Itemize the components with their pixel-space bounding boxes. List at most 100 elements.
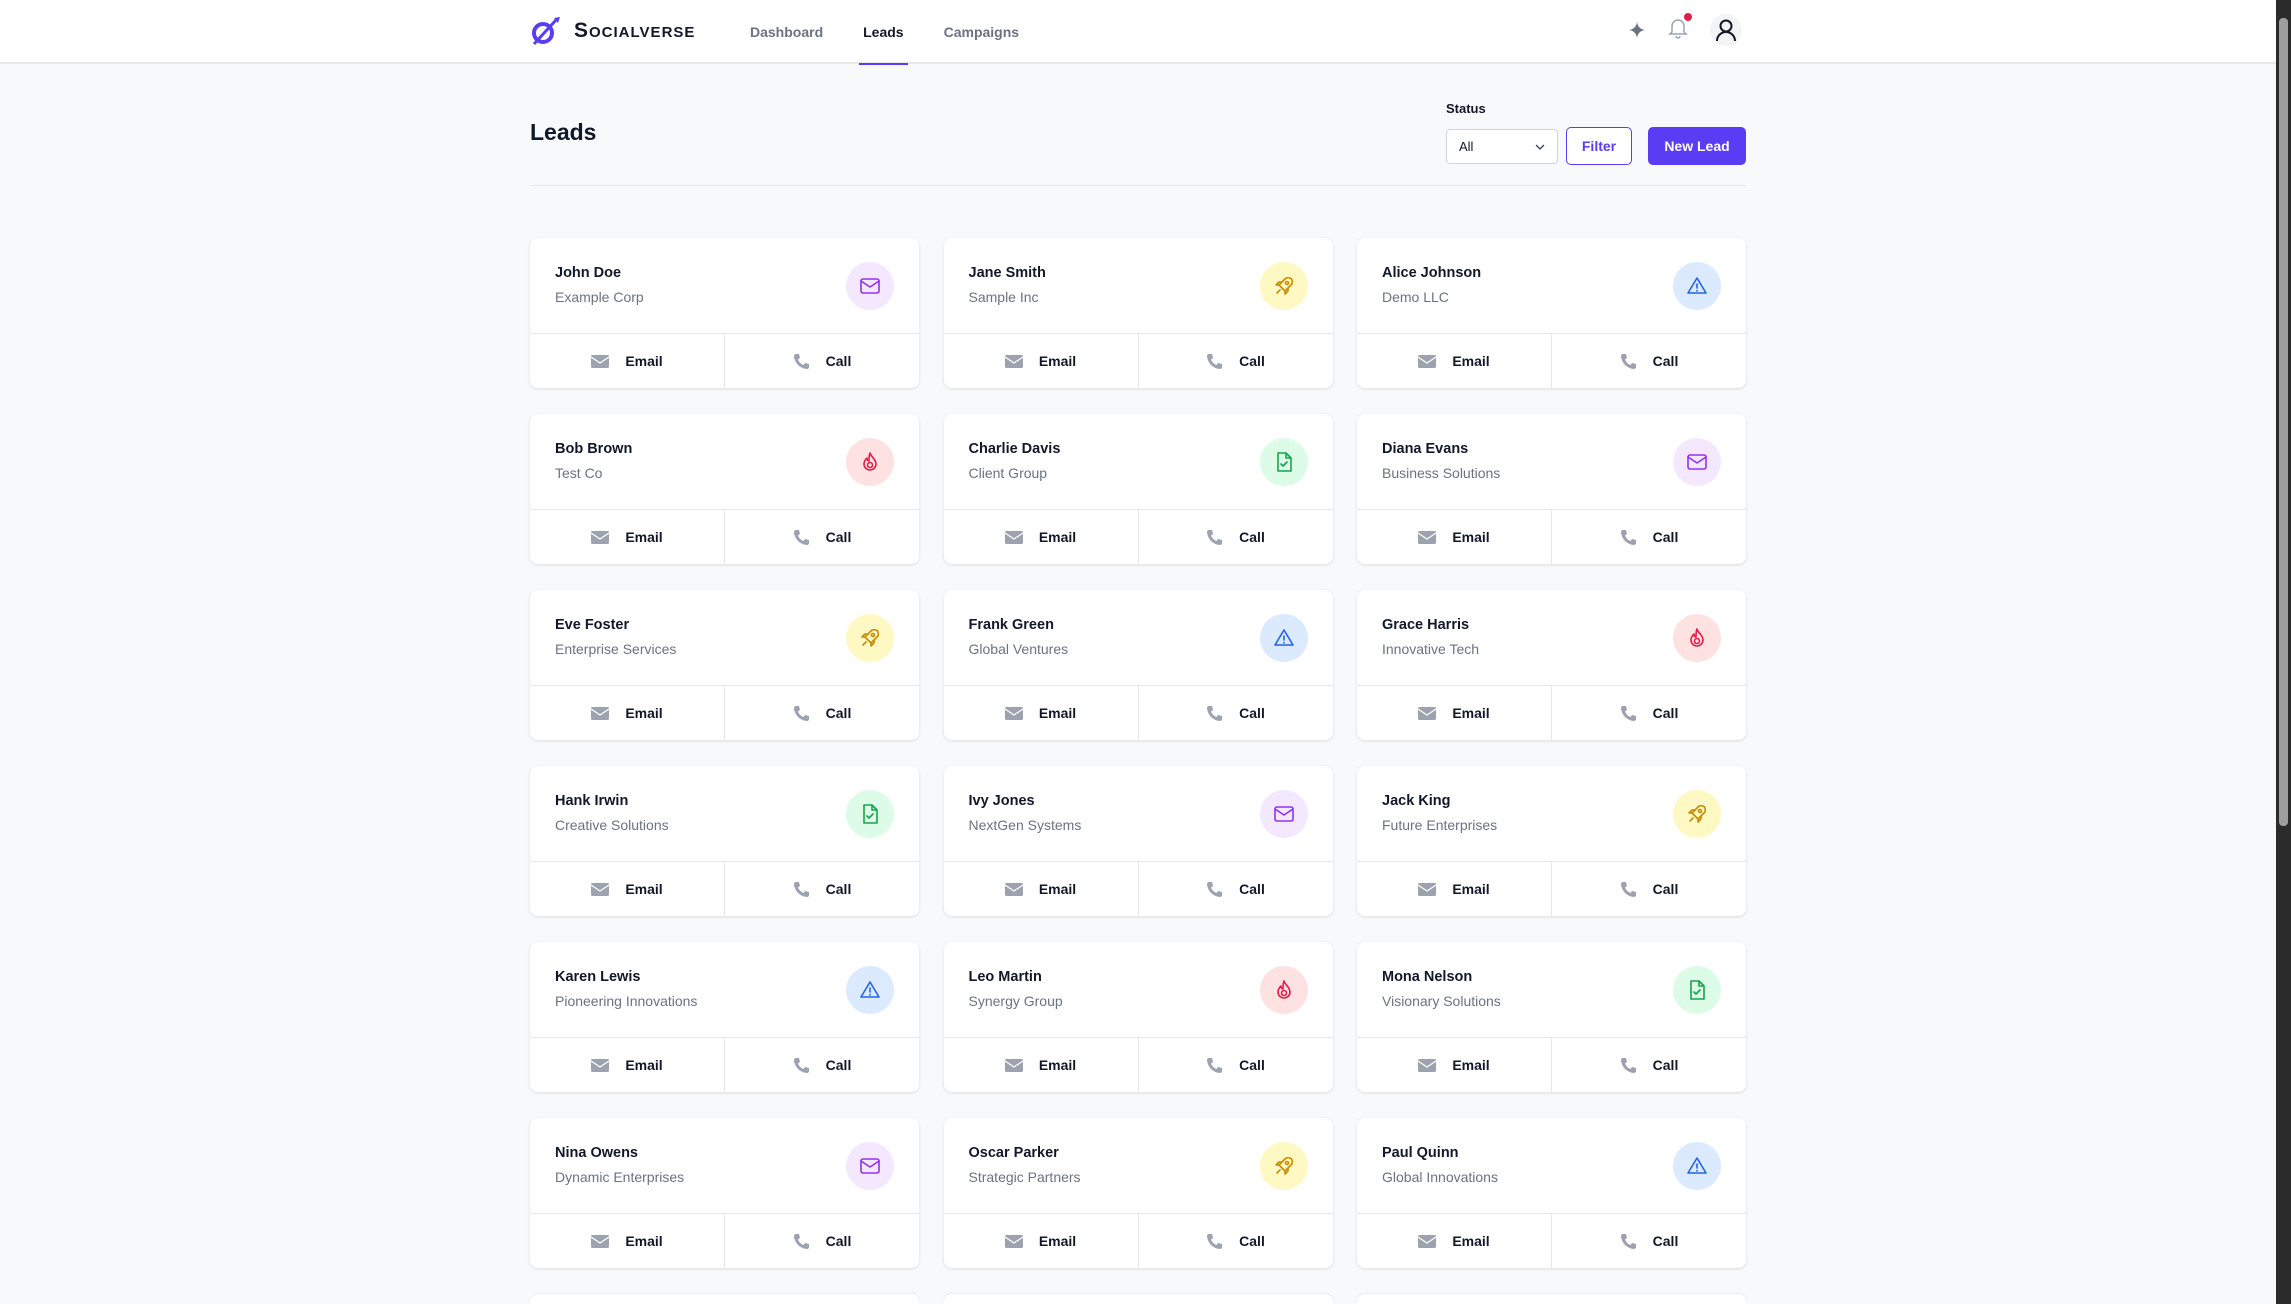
lead-card-partial[interactable] (530, 1294, 919, 1304)
lead-card[interactable]: Alice Johnson Demo LLC Email Call (1357, 238, 1746, 388)
call-button[interactable]: Call (724, 862, 919, 916)
lead-company: Sample Inc (968, 289, 1039, 305)
lead-name: Paul Quinn (1382, 1145, 1459, 1161)
email-button[interactable]: Email (943, 1038, 1138, 1092)
lead-card[interactable]: Karen Lewis Pioneering Innovations Email… (530, 942, 919, 1092)
phone-icon (1620, 705, 1636, 721)
nav-campaigns[interactable]: Campaigns (943, 24, 1020, 40)
lead-company: Strategic Partners (968, 1169, 1081, 1185)
lead-card[interactable]: Frank Green Global Ventures Email Call (943, 590, 1333, 740)
lead-card[interactable]: Paul Quinn Global Innovations Email Call (1357, 1118, 1746, 1268)
email-label: Email (1038, 353, 1077, 369)
email-button[interactable]: Email (530, 862, 724, 916)
lead-company: Future Enterprises (1382, 817, 1498, 833)
call-button[interactable]: Call (724, 686, 919, 740)
user-avatar[interactable] (1710, 14, 1742, 46)
lead-company: Creative Solutions (555, 817, 669, 833)
phone-icon (1207, 1233, 1223, 1249)
call-button[interactable]: Call (724, 1214, 919, 1268)
email-button[interactable]: Email (943, 862, 1138, 916)
lead-card[interactable]: Mona Nelson Visionary Solutions Email Ca… (1357, 942, 1746, 1092)
call-button[interactable]: Call (724, 1038, 919, 1092)
lead-name: Ivy Jones (968, 793, 1035, 809)
email-button[interactable]: Email (530, 334, 724, 388)
email-button[interactable]: Email (1357, 1038, 1551, 1092)
lead-card[interactable]: Leo Martin Synergy Group Email Call (943, 942, 1333, 1092)
lead-card[interactable]: Jack King Future Enterprises Email Call (1357, 766, 1746, 916)
lead-card[interactable]: Jane Smith Sample Inc Email Call (943, 238, 1333, 388)
email-label: Email (1452, 1057, 1490, 1073)
logo[interactable]: Socialverse (530, 16, 695, 46)
lead-card-partial[interactable] (1357, 1294, 1746, 1304)
envelope-icon (1418, 882, 1437, 896)
call-button[interactable]: Call (1551, 862, 1746, 916)
email-button[interactable]: Email (1357, 510, 1551, 564)
email-button[interactable]: Email (530, 686, 724, 740)
lead-company: NextGen Systems (968, 817, 1082, 833)
call-button[interactable]: Call (1137, 334, 1333, 388)
phone-icon (1207, 1057, 1223, 1073)
lead-card[interactable]: Nina Owens Dynamic Enterprises Email Cal… (530, 1118, 919, 1268)
lead-name: Oscar Parker (968, 1145, 1059, 1161)
nav-leads[interactable]: Leads (859, 0, 909, 65)
call-button[interactable]: Call (1137, 1038, 1333, 1092)
email-label: Email (1452, 705, 1490, 721)
lead-name: Diana Evans (1382, 441, 1469, 457)
scrollbar[interactable] (2276, 0, 2291, 1304)
email-button[interactable]: Email (530, 1038, 724, 1092)
call-button[interactable]: Call (1551, 686, 1746, 740)
call-label: Call (1239, 705, 1265, 721)
envelope-icon (591, 706, 610, 720)
call-button[interactable]: Call (724, 334, 919, 388)
call-label: Call (1239, 1233, 1265, 1249)
call-label: Call (1239, 881, 1265, 897)
phone-icon (1207, 529, 1223, 545)
status-select[interactable]: All (1446, 129, 1558, 164)
notification-dot (1684, 12, 1692, 21)
lead-card[interactable]: Diana Evans Business Solutions Email Cal… (1357, 414, 1746, 564)
call-button[interactable]: Call (1137, 510, 1333, 564)
lead-company: Innovative Tech (1382, 641, 1480, 657)
email-button[interactable]: Email (943, 334, 1138, 388)
call-button[interactable]: Call (1137, 686, 1333, 740)
lead-card[interactable]: Hank Irwin Creative Solutions Email Call (530, 766, 919, 916)
email-button[interactable]: Email (1357, 1214, 1551, 1268)
email-button[interactable]: Email (943, 686, 1138, 740)
email-label: Email (625, 1057, 663, 1073)
email-button[interactable]: Email (1357, 862, 1551, 916)
call-button[interactable]: Call (1551, 1038, 1746, 1092)
call-button[interactable]: Call (1137, 1214, 1333, 1268)
divider (530, 185, 1746, 186)
filter-button[interactable]: Filter (1566, 127, 1632, 165)
email-button[interactable]: Email (530, 1214, 724, 1268)
phone-icon (1620, 881, 1636, 897)
email-button[interactable]: Email (530, 510, 724, 564)
new-lead-button[interactable]: New Lead (1648, 127, 1746, 165)
lead-name: Alice Johnson (1382, 265, 1482, 281)
call-button[interactable]: Call (1551, 334, 1746, 388)
lead-card[interactable]: Charlie Davis Client Group Email Call (943, 414, 1333, 564)
sparkle-icon[interactable] (1628, 21, 1646, 39)
alert-icon (846, 966, 894, 1014)
lead-card[interactable]: John Doe Example Corp Email Call (530, 238, 919, 388)
lead-card[interactable]: Eve Foster Enterprise Services Email Cal… (530, 590, 919, 740)
email-button[interactable]: Email (943, 510, 1138, 564)
notifications-button[interactable] (1668, 12, 1692, 44)
nav-dashboard[interactable]: Dashboard (750, 24, 824, 40)
email-button[interactable]: Email (943, 1214, 1138, 1268)
envelope-icon (1418, 1234, 1437, 1248)
call-button[interactable]: Call (1551, 1214, 1746, 1268)
email-button[interactable]: Email (1357, 334, 1551, 388)
call-button[interactable]: Call (724, 510, 919, 564)
scrollbar-thumb[interactable] (2279, 18, 2288, 826)
lead-card-header: Diana Evans Business Solutions (1357, 414, 1746, 510)
lead-card[interactable]: Bob Brown Test Co Email Call (530, 414, 919, 564)
lead-card[interactable]: Grace Harris Innovative Tech Email Call (1357, 590, 1746, 740)
call-button[interactable]: Call (1137, 862, 1333, 916)
lead-card[interactable]: Ivy Jones NextGen Systems Email Call (943, 766, 1333, 916)
lead-card-header: Mona Nelson Visionary Solutions (1357, 942, 1746, 1038)
call-button[interactable]: Call (1551, 510, 1746, 564)
lead-card[interactable]: Oscar Parker Strategic Partners Email Ca… (943, 1118, 1333, 1268)
lead-card-partial[interactable] (943, 1294, 1333, 1304)
email-button[interactable]: Email (1357, 686, 1551, 740)
